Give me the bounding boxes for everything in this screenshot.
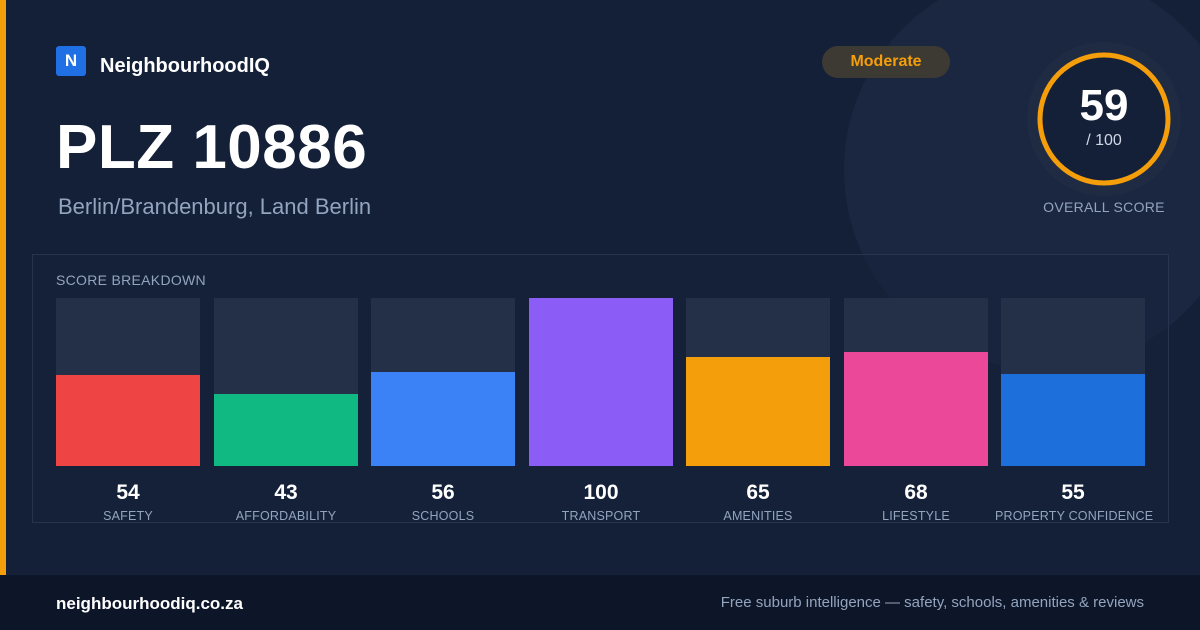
breakdown-bar-6: 55 PROPERTY CONFIDENCE (995, 298, 1153, 524)
bar-value: 43 (274, 481, 298, 504)
brand-name: NeighbourhoodIQ (100, 54, 270, 77)
footer-domain[interactable]: neighbourhoodiq.co.za (56, 594, 243, 613)
footer: neighbourhoodiq.co.za Free suburb intell… (0, 575, 1200, 630)
breakdown-bar-5: 68 LIFESTYLE (844, 298, 988, 524)
bar-label: LIFESTYLE (882, 509, 950, 523)
page-title: PLZ 10886 (56, 113, 368, 182)
score-ring-graphic (1027, 42, 1181, 196)
bar-fill (371, 372, 515, 466)
breakdown-bar-1: 43 AFFORDABILITY (214, 298, 358, 524)
breakdown-bar-2: 56 SCHOOLS (371, 298, 515, 524)
bar-track (214, 298, 358, 466)
brand: N NeighbourhoodIQ (56, 46, 270, 77)
breakdown-title: SCORE BREAKDOWN (56, 272, 206, 288)
bar-value: 55 (1061, 481, 1085, 504)
overall-score-ring: 59 / 100 (1027, 42, 1181, 196)
bar-label: AMENITIES (723, 509, 793, 523)
bar-track (686, 298, 830, 466)
share-card: N NeighbourhoodIQ PLZ 10886 Berlin/Brand… (0, 0, 1181, 575)
bar-label: SCHOOLS (411, 509, 475, 523)
overall-score-max: / 100 (1086, 132, 1122, 149)
bar-track (1001, 298, 1145, 466)
bar-track (529, 298, 673, 466)
bar-fill (56, 375, 200, 466)
bar-value: 100 (583, 481, 619, 504)
rating-badge: Moderate (822, 46, 950, 78)
bar-value: 54 (116, 481, 140, 504)
bar-label: TRANSPORT (561, 509, 641, 523)
bar-track (844, 298, 988, 466)
breakdown-bar-4: 65 AMENITIES (686, 298, 830, 524)
bar-value: 68 (904, 481, 928, 504)
bar-label: PROPERTY CONFIDENCE (995, 509, 1154, 523)
bar-fill (529, 298, 673, 466)
location-subtitle: Berlin/Brandenburg, Land Berlin (58, 194, 372, 219)
bar-track (371, 298, 515, 466)
bar-value: 56 (431, 481, 455, 504)
bar-track (56, 298, 200, 466)
bar-label: SAFETY (103, 509, 153, 523)
breakdown-bar-0: 54 SAFETY (56, 298, 200, 524)
footer-tagline: Free suburb intelligence — safety, schoo… (720, 594, 1144, 611)
bar-fill (1001, 374, 1145, 466)
bar-label: AFFORDABILITY (235, 509, 337, 523)
bar-value: 65 (746, 481, 770, 504)
bar-fill (214, 394, 358, 466)
score-breakdown-panel: SCORE BREAKDOWN 54 SAFETY 43 AFFORDABILITY 5… (32, 254, 1169, 523)
overall-score-value: 59 (1079, 81, 1129, 130)
bar-fill (686, 357, 830, 466)
bar-fill (844, 352, 988, 466)
breakdown-bar-3: 100 TRANSPORT (529, 298, 673, 524)
overall-score-caption: OVERALL SCORE (1043, 199, 1165, 215)
brand-logo-icon: N (56, 46, 86, 76)
accent-stripe (0, 0, 6, 575)
